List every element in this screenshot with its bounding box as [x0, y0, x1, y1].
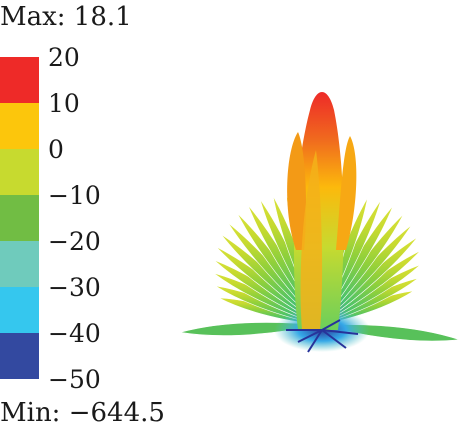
radiation-pattern-3d-plot: [180, 92, 460, 353]
legend-swatch-yellowgreen: [0, 149, 39, 195]
legend-swatch-cyan: [0, 287, 39, 333]
main-beam: [287, 92, 357, 330]
legend-tick-label: −30: [48, 273, 101, 302]
base-spikes: [286, 319, 359, 353]
legend-tick-label: 0: [48, 135, 64, 164]
legend-tick-label: −50: [48, 365, 101, 394]
legend-swatch-orange: [0, 103, 39, 149]
legend-tick-label: −40: [48, 319, 101, 348]
legend-tick-label: −20: [48, 227, 101, 256]
legend-swatch-blue: [0, 333, 39, 379]
center-ridge: [300, 150, 323, 330]
legend-tick-label: −10: [48, 181, 101, 210]
legend-swatch-red: [0, 57, 39, 103]
legend-swatch-teal: [0, 241, 39, 287]
min-label: Min: −644.5: [0, 398, 165, 428]
upper-side-lobe-right: [336, 136, 357, 250]
max-label: Max: 18.1: [0, 2, 132, 32]
legend-tick-label: 10: [48, 89, 80, 118]
legend-swatch-green: [0, 195, 39, 241]
legend-tick-label: 20: [48, 43, 80, 72]
upper-side-lobe-left: [287, 132, 306, 250]
